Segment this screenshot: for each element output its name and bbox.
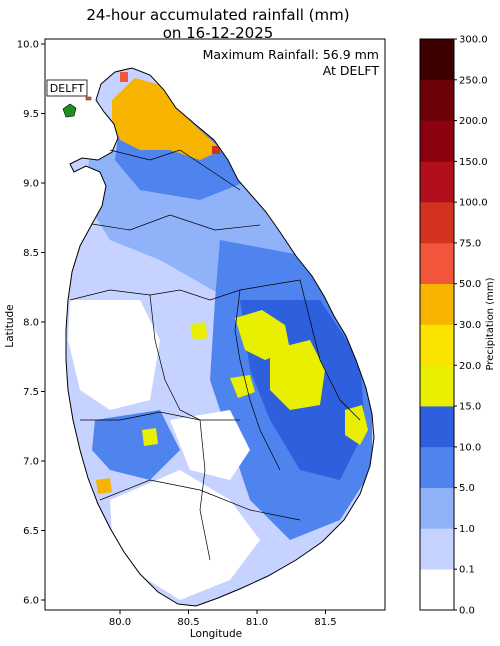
y-tick-label: 8.5 <box>23 248 39 259</box>
colorbar-tick-label: 10.0 <box>459 442 481 453</box>
colorbar-swatch <box>420 487 454 529</box>
max-rainfall-location: At DELFT <box>323 63 380 78</box>
colorbar-swatch <box>420 365 454 407</box>
colorbar-swatch <box>420 242 454 285</box>
heavy-zone-north-peak <box>120 72 128 82</box>
heavy-zone-sw <box>96 478 112 494</box>
boundary-mid-north <box>91 214 261 231</box>
moderate-zone-mid <box>190 322 208 340</box>
colorbar-tick-label: 1.0 <box>459 524 475 535</box>
rain-zone-southwest <box>92 410 180 480</box>
colorbar-swatch <box>420 528 454 570</box>
moderate-zone-center <box>230 375 255 398</box>
moderate-zone-east2 <box>270 340 325 410</box>
colorbar-swatch <box>420 569 454 611</box>
colorbar-swatch <box>420 120 454 162</box>
y-axis-ticks: 10.0 9.5 9.0 8.5 8.0 7.5 7.0 6.5 6.0 <box>17 40 45 607</box>
colorbar-swatch <box>420 446 454 488</box>
y-axis-label: Latitude <box>4 304 16 347</box>
colorbar-tick-label: 5.0 <box>459 483 475 494</box>
boundary-north <box>109 149 241 191</box>
colorbar-swatch <box>420 161 454 203</box>
colorbar-swatch <box>420 324 454 366</box>
colorbar-swatch <box>420 202 454 244</box>
map-title-line2: on 16-12-2025 <box>163 24 274 42</box>
y-tick-label: 8.0 <box>23 318 39 329</box>
y-tick-label: 7.0 <box>23 457 39 468</box>
x-tick-label: 80.5 <box>177 617 199 628</box>
green-island-marker <box>62 103 77 118</box>
x-tick-label: 81.5 <box>314 617 336 628</box>
x-axis-ticks: 80.0 80.5 81.0 81.5 <box>109 610 337 628</box>
colorbar-tick-label: 250.0 <box>459 75 488 86</box>
colorbar-tick-label: 30.0 <box>459 320 481 331</box>
colorbar-tick-label: 20.0 <box>459 361 481 372</box>
moderate-zone-east1 <box>235 310 290 360</box>
station-label: DELFT <box>50 82 85 95</box>
colorbar-tick-label: 100.0 <box>459 198 488 209</box>
colorbar-tick-label: 15.0 <box>459 402 481 413</box>
map-plot-area: DELFT Maximum Rainfall: 56.9 mm At DELFT <box>44 38 386 611</box>
dry-zone-central <box>170 410 250 480</box>
x-axis-label: Longitude <box>190 628 242 640</box>
colorbar-swatch <box>420 406 454 448</box>
island-outline <box>65 67 375 607</box>
colorbar-tick-label: 0.1 <box>459 565 475 576</box>
boundary-east <box>299 279 361 421</box>
dry-zone-west <box>68 300 160 410</box>
colorbar-tick-label: 0.0 <box>459 606 475 617</box>
dry-zone-south <box>110 470 260 600</box>
boundary-south <box>99 479 301 521</box>
boundary-south-central <box>199 419 211 561</box>
colorbar-tick-label: 150.0 <box>459 157 488 168</box>
moderate-zone-sw <box>142 428 158 446</box>
y-tick-label: 6.5 <box>23 526 39 537</box>
boundary-southwest <box>80 411 240 421</box>
max-rainfall-text: Maximum Rainfall: 56.9 mm <box>203 47 379 62</box>
y-tick-label: 9.0 <box>23 179 39 190</box>
colorbar-swatch <box>420 283 454 325</box>
moderate-zone-east3 <box>345 405 368 445</box>
heavy-zone-north <box>112 78 222 160</box>
boundary-central <box>149 294 201 421</box>
station-label-box <box>46 79 88 97</box>
map-title-line1: 24-hour accumulated rainfall (mm) <box>86 6 349 24</box>
y-tick-label: 10.0 <box>17 40 39 51</box>
y-tick-label: 6.0 <box>23 596 39 607</box>
colorbar-swatch <box>420 79 454 121</box>
colorbar-label: Precipitation (mm) <box>485 277 496 370</box>
x-tick-label: 81.0 <box>246 617 268 628</box>
x-tick-label: 80.0 <box>109 617 131 628</box>
colorbar-tick-label: 200.0 <box>459 116 488 127</box>
station-point <box>85 96 92 101</box>
colorbar: 0.0 0.1 1.0 5.0 10.0 15.0 20.0 30.0 50.0 75.0 100.… <box>419 35 488 617</box>
y-tick-label: 9.5 <box>23 109 39 120</box>
heavy-zone-east-peak <box>212 146 220 154</box>
colorbar-tick-label: 50.0 <box>459 279 481 290</box>
colorbar-swatch <box>420 39 454 81</box>
colorbar-tick-label: 300.0 <box>459 35 488 46</box>
y-tick-label: 7.5 <box>23 387 39 398</box>
colorbar-tick-label: 75.0 <box>459 238 481 249</box>
boundary-east-west <box>234 289 281 471</box>
district-boundaries <box>69 149 361 561</box>
